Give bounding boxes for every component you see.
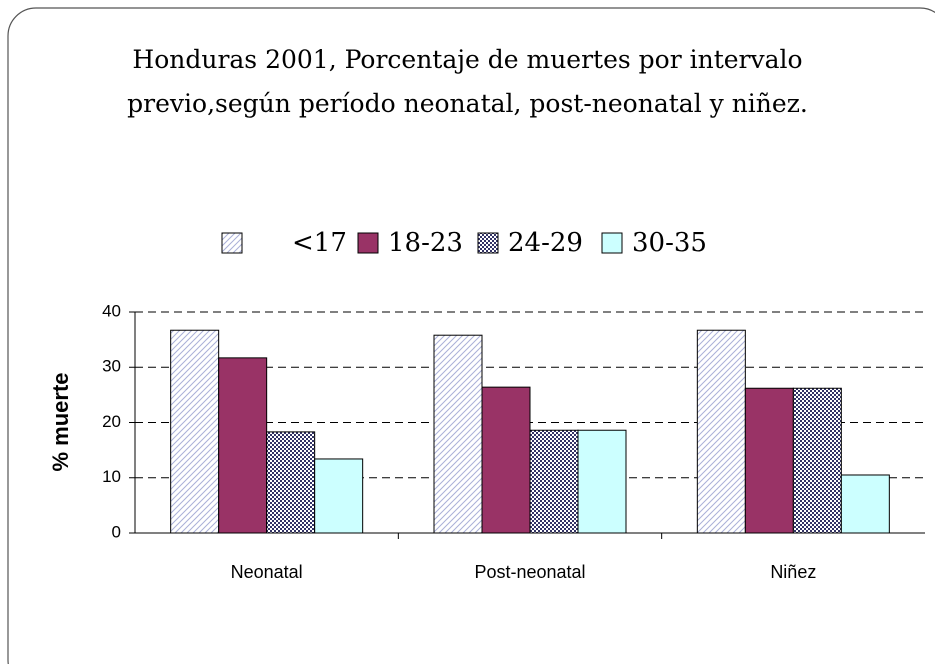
bar xyxy=(529,429,579,534)
x-tick-label: Post-neonatal xyxy=(474,562,585,582)
bar xyxy=(218,357,268,534)
y-tick-label: 40 xyxy=(102,301,121,320)
bar xyxy=(577,429,627,534)
legend-label: 18-23 xyxy=(388,228,463,258)
y-tick-label: 10 xyxy=(102,467,121,486)
y-axis-label: % muerte xyxy=(48,372,73,471)
bar xyxy=(696,329,746,534)
bar xyxy=(433,334,483,534)
legend-swatch xyxy=(221,232,243,254)
bar xyxy=(840,474,890,534)
bar xyxy=(314,458,364,534)
bar xyxy=(744,387,794,534)
legend-label: 30-35 xyxy=(632,228,707,258)
y-tick-label: 30 xyxy=(102,357,121,376)
legend-swatch xyxy=(477,232,499,254)
chart-title: Honduras 2001, Porcentaje de muertes por… xyxy=(127,45,808,118)
legend-label: <17 xyxy=(292,228,347,258)
legend-swatch xyxy=(357,232,379,254)
x-tick-label: Niñez xyxy=(770,562,816,582)
x-tick-label: Neonatal xyxy=(231,562,303,582)
bar xyxy=(170,329,220,534)
y-tick-label: 0 xyxy=(112,522,121,541)
legend-label: 24-29 xyxy=(508,228,583,258)
frame xyxy=(7,7,935,664)
legend-swatch xyxy=(601,232,623,254)
bar xyxy=(792,387,842,534)
y-tick-label: 20 xyxy=(102,412,121,431)
bar xyxy=(266,431,316,534)
bar xyxy=(481,386,531,534)
